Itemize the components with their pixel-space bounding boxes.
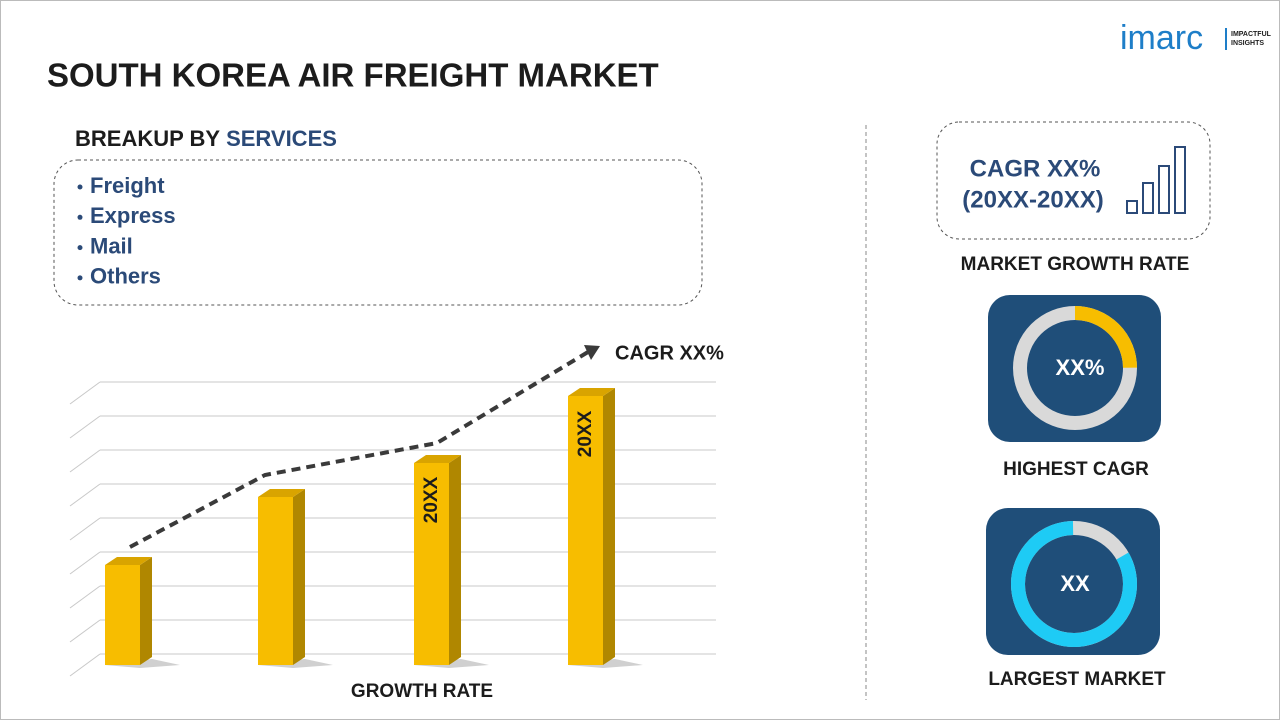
bar-label: 20XX [421, 476, 442, 523]
bar-side [603, 388, 615, 665]
market-value: XX [1060, 571, 1090, 596]
bar-front [414, 463, 449, 665]
bar-shadow [258, 659, 333, 668]
bars [105, 388, 643, 668]
list-item: Express [90, 203, 176, 228]
bar-side [293, 489, 305, 665]
bar-side [449, 455, 461, 665]
grid-line [69, 483, 101, 507]
growth-period: (20XX-20XX) [962, 186, 1103, 213]
cagr-caption: HIGHEST CAGR [1003, 459, 1149, 480]
bar-label: 20XX [575, 410, 596, 457]
page-title: SOUTH KOREA AIR FREIGHT MARKET [47, 57, 659, 94]
grid-line [69, 449, 101, 473]
logo-tagline: IMPACTFUL [1231, 31, 1272, 38]
growth-box [936, 121, 1211, 240]
bullet [77, 214, 83, 220]
trend-line [129, 350, 590, 549]
breakup-label: BREAKUP BY [75, 126, 220, 151]
bullet [77, 275, 83, 281]
grid-line [69, 585, 101, 609]
breakup-heading: BREAKUP BY SERVICES [75, 126, 337, 151]
trend-arrow [584, 345, 600, 360]
market-caption: LARGEST MARKET [988, 669, 1166, 690]
bar-shadow [414, 659, 489, 668]
bar-shadow [568, 659, 643, 668]
grid-line [69, 619, 101, 643]
bar-top [105, 557, 152, 565]
bar-top [414, 455, 461, 463]
list-item: Freight [90, 173, 165, 198]
grid-line [69, 517, 101, 541]
growth-chart: CAGR XX% 20XX 20XX GROWTH RATE [69, 342, 724, 702]
bullet [77, 184, 83, 190]
bar-shadow [105, 659, 180, 668]
list-item: Others [90, 264, 161, 289]
trend-label: CAGR XX% [615, 342, 724, 364]
logo: imarc [1120, 19, 1203, 57]
bar-top [568, 388, 615, 396]
bar-front [105, 565, 140, 665]
breakup-dimension: SERVICES [226, 126, 337, 151]
growth-cagr: CAGR XX% [970, 155, 1101, 182]
cagr-arc [1013, 306, 1137, 430]
market-arc [1011, 521, 1137, 647]
grid-line [69, 381, 101, 405]
growth-caption: MARKET GROWTH RATE [961, 254, 1190, 275]
breakup-box [53, 159, 703, 306]
logo-tagline: INSIGHTS [1231, 40, 1264, 47]
cagr-value: XX% [1056, 355, 1105, 380]
bar-front [258, 497, 293, 665]
bar-front [568, 396, 603, 665]
bullet [77, 245, 83, 251]
grid-line [69, 551, 101, 575]
breakup-list: Freight Express Mail Others [77, 173, 176, 289]
grid-line [69, 415, 101, 439]
bar-top [258, 489, 305, 497]
chart-caption: GROWTH RATE [351, 681, 493, 702]
growth-icon [1126, 146, 1186, 214]
list-item: Mail [90, 233, 133, 258]
grid-line [69, 653, 101, 677]
bar-side [140, 557, 152, 665]
